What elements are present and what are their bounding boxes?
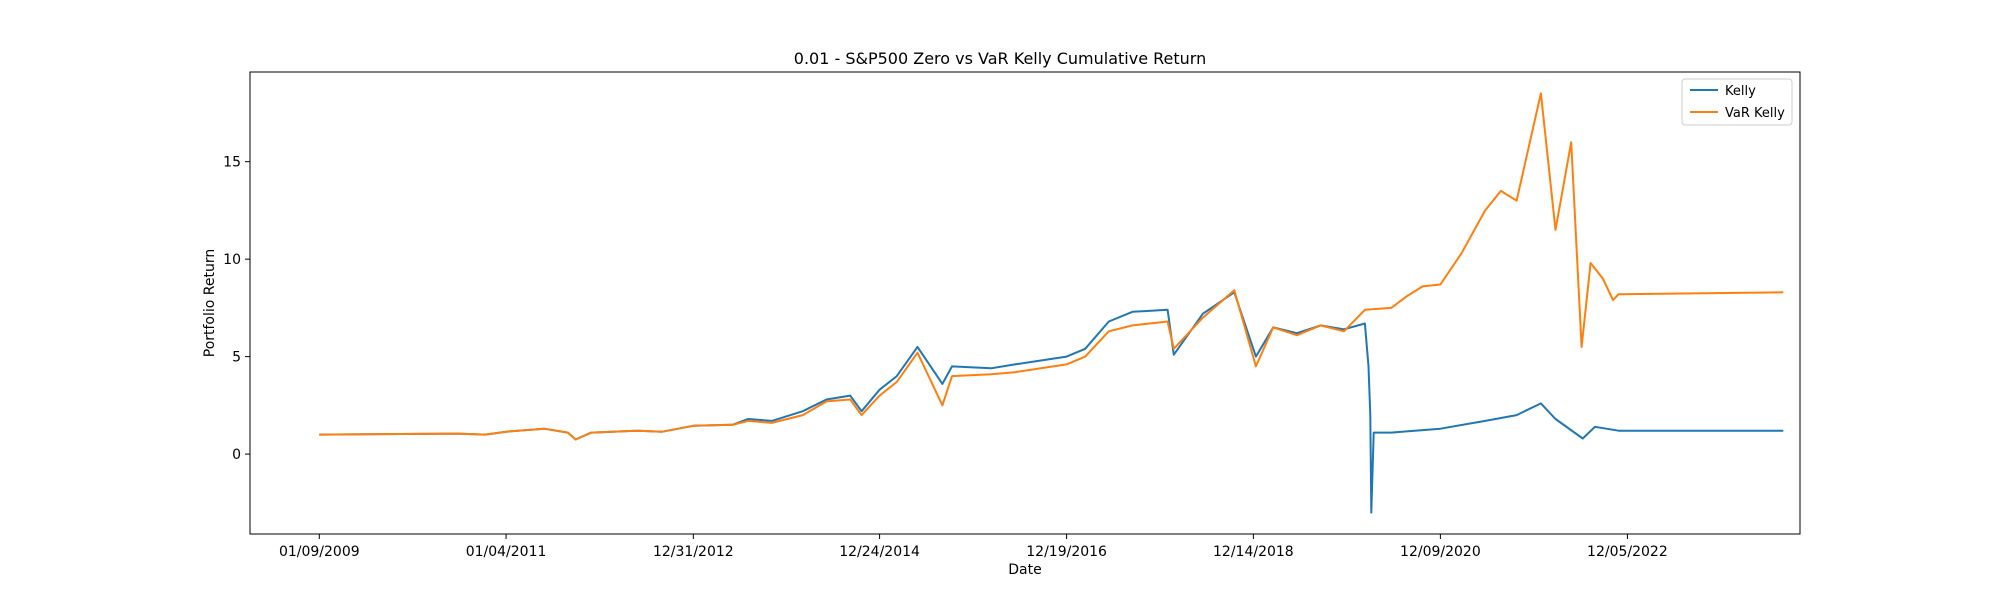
x-tick-label: 12/19/2016: [1026, 544, 1107, 560]
x-tick-label: 12/24/2014: [839, 544, 920, 560]
plot-area-frame: [249, 71, 1801, 535]
series-line-var-kelly: [319, 92, 1784, 441]
legend-label-kelly: Kelly: [1725, 84, 1756, 99]
legend-label-var-kelly: VaR Kelly: [1725, 106, 1785, 121]
series-layer: [319, 92, 1784, 514]
y-tick-label: 5: [232, 350, 241, 366]
y-axis: 0 5 10 15: [223, 155, 250, 463]
x-tick-label: 12/14/2018: [1213, 544, 1294, 560]
chart-title: 0.01 - S&P500 Zero vs VaR Kelly Cumulati…: [794, 49, 1206, 68]
x-tick-label: 12/31/2012: [653, 544, 734, 560]
x-tick-label: 01/09/2009: [279, 544, 360, 560]
chart-legend: Kelly VaR Kelly: [1681, 78, 1793, 126]
x-tick-label: 12/09/2020: [1400, 544, 1481, 560]
x-axis: 01/09/2009 01/04/2011 12/31/2012 12/24/2014…: [279, 534, 1668, 560]
x-tick-label: 01/04/2011: [466, 544, 547, 560]
y-tick-label: 10: [223, 252, 241, 268]
series-line-kelly: [319, 291, 1784, 514]
y-axis-label: Portfolio Return: [202, 249, 218, 358]
x-tick-label: 12/05/2022: [1587, 544, 1668, 560]
y-tick-label: 15: [223, 155, 241, 171]
x-axis-label: Date: [1008, 562, 1041, 578]
y-tick-label: 0: [232, 447, 241, 463]
